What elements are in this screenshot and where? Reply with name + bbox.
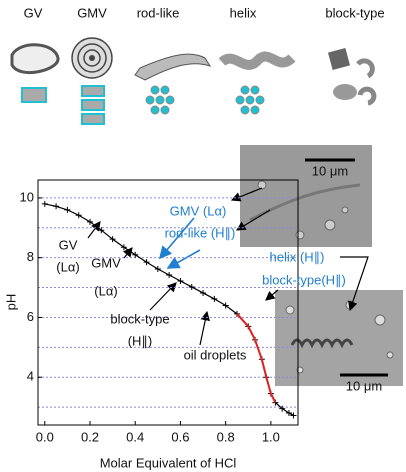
- icons: [12, 38, 374, 124]
- marker: [76, 212, 82, 218]
- annotation: GMV: [91, 255, 121, 270]
- figure: GV GMV rod-like helix block-type 10 μm 10 μm 4 6…: [0, 0, 406, 472]
- y-tick-label: 10: [20, 189, 34, 204]
- marker: [200, 290, 206, 296]
- scale-label: 10 μm: [312, 163, 348, 178]
- annotation: block-type: [110, 311, 169, 326]
- x-tick-label: 0.6: [171, 429, 189, 444]
- annotation: block-type(H∥): [262, 272, 346, 287]
- x-tick-label: 1.0: [262, 429, 280, 444]
- annotation: rod-like (H∥): [165, 225, 236, 240]
- x-tick-label: 0.0: [36, 429, 54, 444]
- x-tick-label: 0.8: [217, 429, 235, 444]
- icon-label: helix: [230, 5, 257, 20]
- y-axis-label: pH: [3, 294, 18, 311]
- annotation: (Lα): [56, 259, 79, 274]
- micrograph: [275, 290, 403, 386]
- icon-label: rod-like: [137, 5, 180, 20]
- x-axis-label: Molar Equivalent of HCl: [100, 455, 237, 470]
- marker: [177, 278, 183, 284]
- y-tick-label: 8: [27, 249, 34, 264]
- marker: [64, 207, 70, 213]
- marker: [189, 284, 195, 290]
- marker: [166, 272, 172, 278]
- x-tick-label: 0.4: [126, 429, 144, 444]
- marker: [42, 201, 48, 207]
- marker: [155, 266, 161, 272]
- scale-label: 10 μm: [346, 378, 382, 393]
- annotation: oil droplets: [184, 347, 247, 362]
- annotation: GMV (Lα): [170, 203, 227, 218]
- annotation: GV: [59, 237, 78, 252]
- marker: [53, 203, 59, 209]
- marker: [211, 296, 217, 302]
- y-tick-label: 4: [27, 369, 34, 384]
- y-tick-label: 6: [27, 309, 34, 324]
- x-tick-label: 0.2: [81, 429, 99, 444]
- icon-label: GV: [24, 5, 43, 20]
- annotation: helix (H∥): [270, 249, 325, 264]
- annotation: (H∥): [128, 333, 153, 348]
- annotation: (Lα): [94, 283, 117, 298]
- icon-label: block-type: [325, 5, 384, 20]
- icon-label: GMV: [77, 5, 107, 20]
